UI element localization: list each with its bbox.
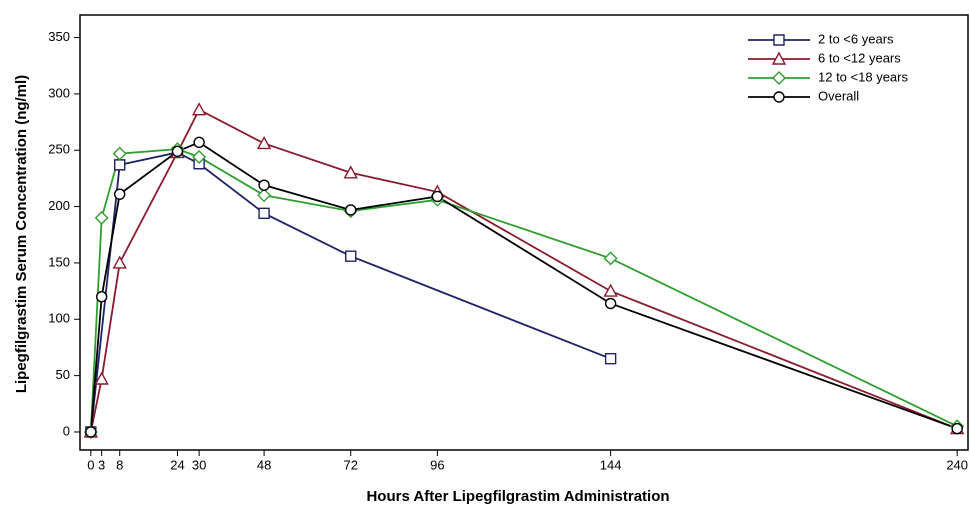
marker: [431, 190, 444, 203]
x-tick-label: 48: [257, 457, 271, 472]
marker: [603, 251, 618, 266]
series-line: [89, 151, 611, 433]
legend-label: 6 to <12 years: [818, 50, 901, 65]
x-axis-label: Hours After Lipegfilgrastim Administrati…: [366, 488, 669, 505]
marker: [604, 297, 617, 310]
marker: [94, 371, 109, 385]
x-tick-label: 8: [116, 457, 123, 472]
y-tick-label: 200: [48, 198, 70, 213]
x-tick-label: 240: [946, 457, 968, 472]
marker: [258, 207, 270, 220]
marker: [256, 136, 272, 150]
marker: [95, 291, 108, 303]
x-tick-label: 3: [98, 457, 105, 472]
marker: [604, 353, 617, 365]
legend-label: 12 to <18 years: [818, 69, 908, 84]
x-tick-label: 72: [343, 457, 357, 472]
marker: [192, 150, 207, 164]
marker: [114, 159, 126, 171]
series-line: [89, 108, 958, 433]
marker: [345, 204, 357, 216]
x-tick-label: 24: [170, 457, 184, 472]
x-tick-label: 0: [87, 457, 94, 472]
plot-frame: [79, 14, 969, 451]
marker: [193, 136, 205, 148]
marker: [257, 188, 272, 203]
marker: [345, 250, 357, 262]
x-tick-label: 30: [192, 457, 206, 472]
marker: [773, 34, 785, 46]
marker: [112, 255, 127, 269]
marker: [771, 51, 787, 65]
y-tick-label: 300: [48, 85, 70, 100]
series-line: [89, 148, 958, 433]
marker: [773, 91, 785, 103]
series-line: [89, 141, 958, 433]
marker: [94, 210, 109, 225]
marker: [258, 179, 270, 191]
x-tick-label: 96: [430, 457, 444, 472]
marker: [603, 283, 618, 297]
marker: [114, 188, 126, 200]
marker: [772, 71, 786, 85]
y-tick-label: 150: [48, 254, 70, 269]
y-tick-label: 0: [63, 423, 70, 438]
y-tick-label: 50: [56, 367, 70, 382]
marker: [112, 146, 127, 161]
y-tick-label: 100: [48, 311, 70, 326]
y-axis-label: Lipegfilgrastim Serum Concentration (ng/…: [13, 75, 30, 393]
legend-label: 2 to <6 years: [818, 31, 894, 46]
marker: [171, 145, 184, 157]
legend-label: Overall: [818, 88, 859, 103]
marker: [191, 102, 207, 116]
marker: [343, 165, 358, 179]
marker: [951, 422, 963, 435]
y-tick-label: 250: [48, 142, 70, 157]
marker: [85, 426, 97, 438]
y-tick-label: 350: [48, 29, 70, 44]
x-tick-label: 144: [600, 457, 622, 472]
